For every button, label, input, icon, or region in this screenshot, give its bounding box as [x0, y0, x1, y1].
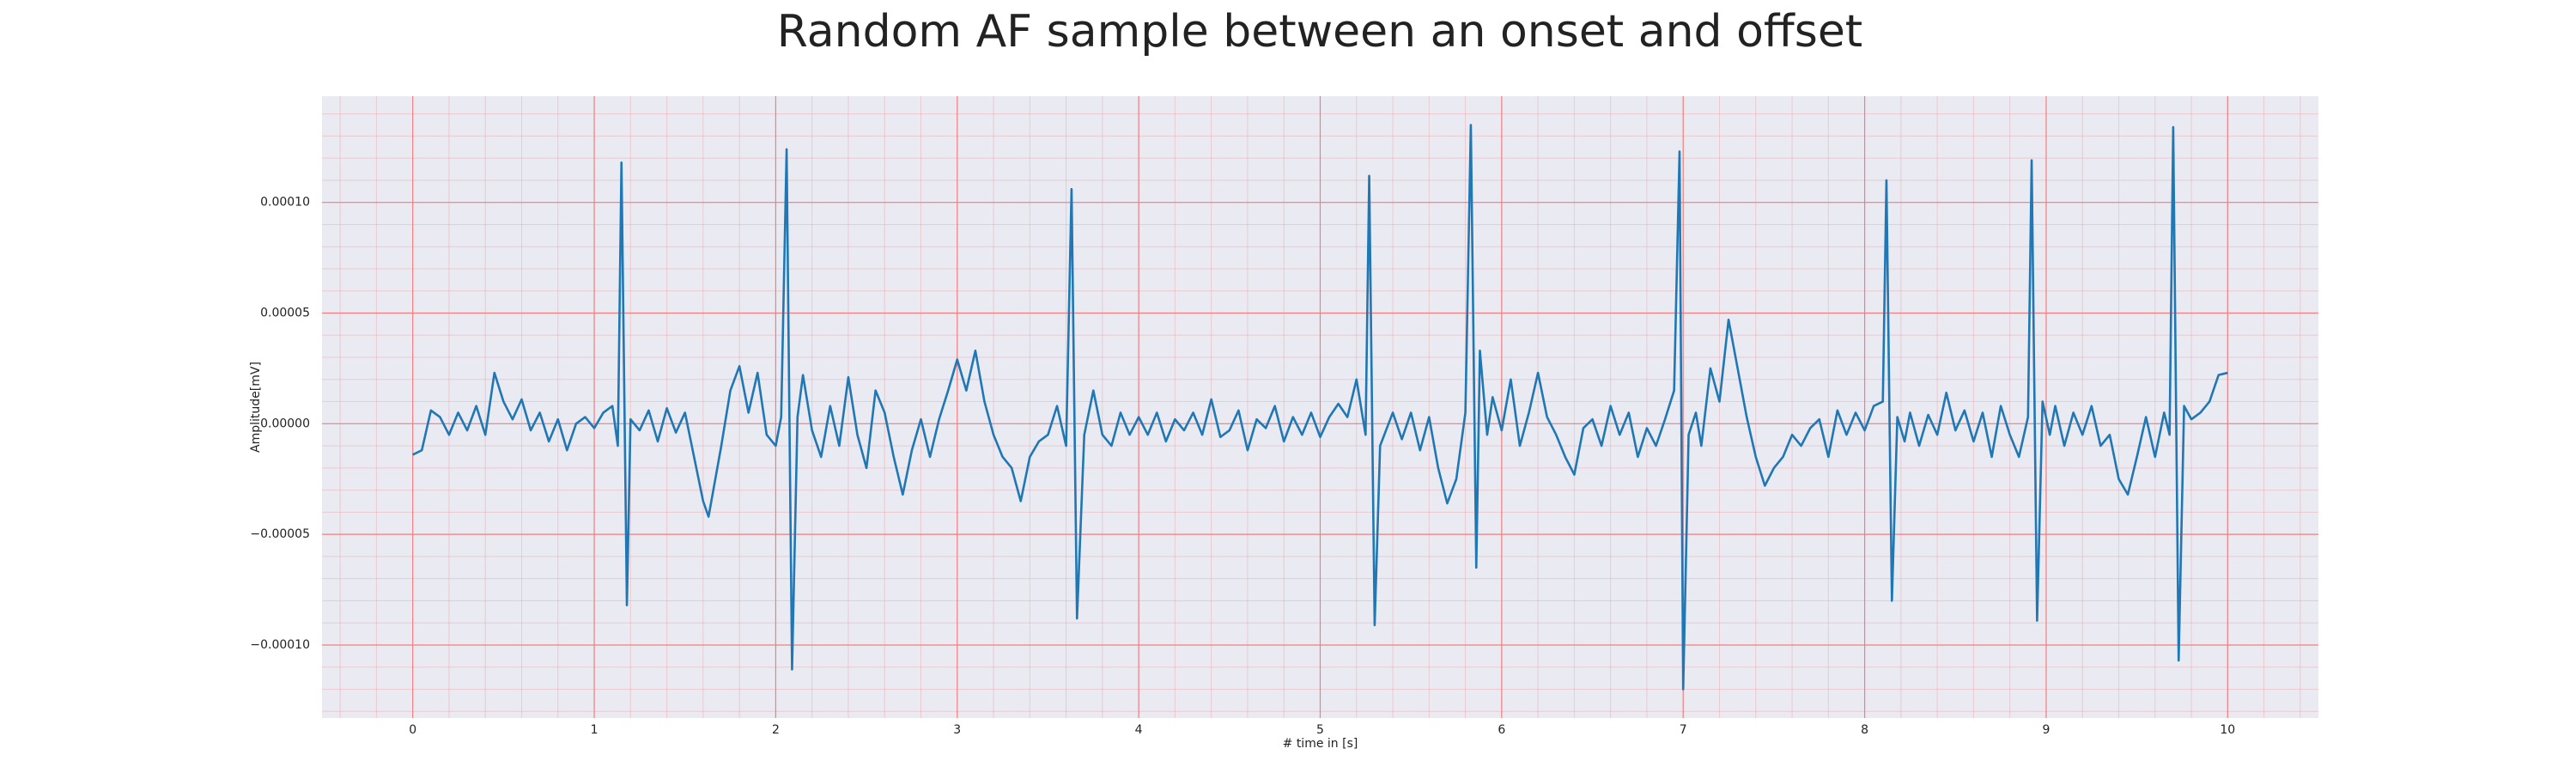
- x-tick-label: 8: [1861, 723, 1868, 737]
- x-axis-label: # time in [s]: [1283, 737, 1358, 751]
- x-tick-label: 1: [591, 723, 598, 737]
- x-tick-label: 2: [772, 723, 780, 737]
- x-tick-label: 6: [1498, 723, 1505, 737]
- x-tick-label: 5: [1316, 723, 1324, 737]
- y-tick-label: −0.00010: [250, 638, 310, 652]
- x-tick-label: 7: [1680, 723, 1687, 737]
- x-tick-label: 0: [409, 723, 416, 737]
- y-tick-label: 0.00010: [260, 196, 310, 210]
- y-tick-label: −0.00005: [250, 527, 310, 541]
- y-axis-label: Amplitude[mV]: [249, 362, 263, 453]
- chart-title: Random AF sample between an onset and of…: [777, 6, 1862, 58]
- x-tick-label: 3: [953, 723, 961, 737]
- y-tick-label: 0.00005: [260, 306, 310, 320]
- signal-line: [412, 124, 2228, 691]
- x-tick-label: 10: [2220, 723, 2235, 737]
- x-tick-label: 9: [2042, 723, 2050, 737]
- y-tick-label: 0.00000: [260, 417, 310, 430]
- x-tick-label: 4: [1135, 723, 1143, 737]
